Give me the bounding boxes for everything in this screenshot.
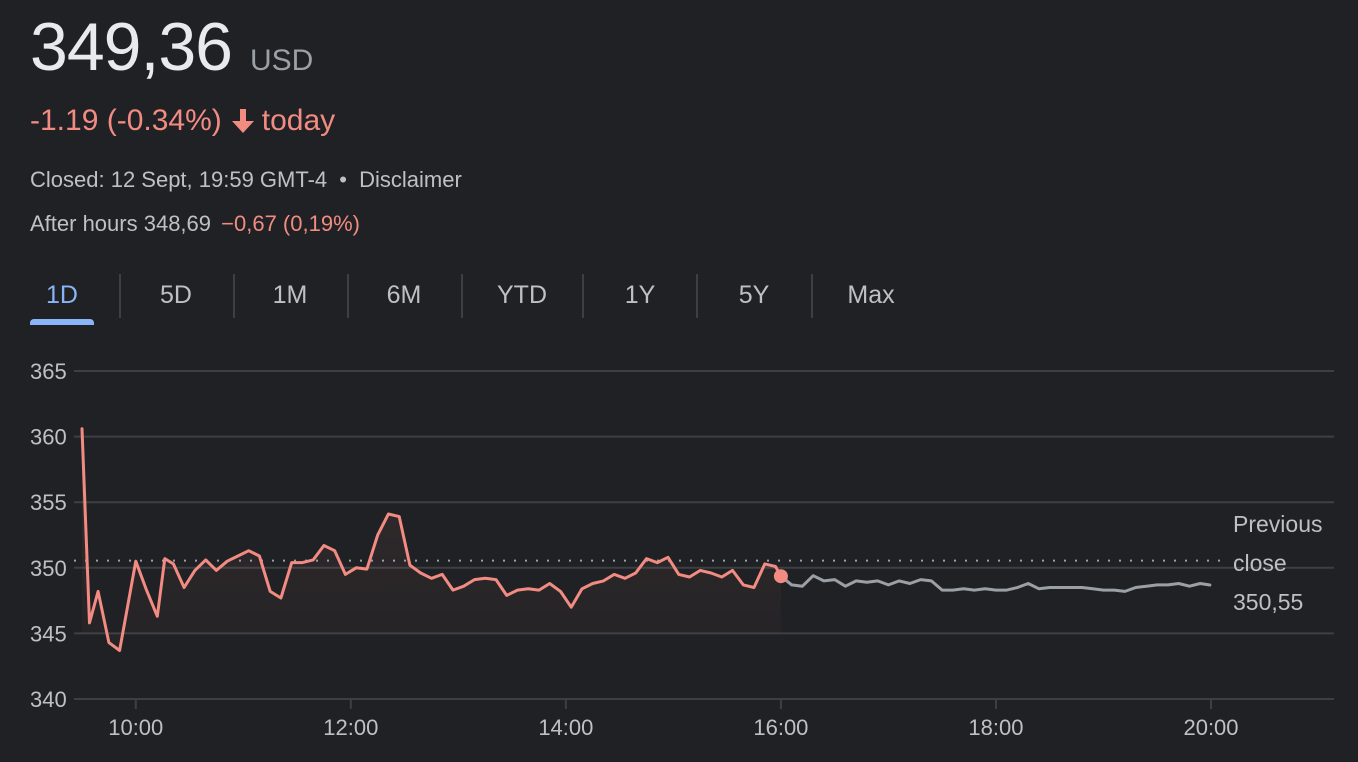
tab-divider bbox=[696, 274, 698, 318]
tab-1d[interactable]: 1D bbox=[46, 281, 78, 309]
x-tick-label: 14:00 bbox=[538, 715, 593, 740]
y-tick-label: 345 bbox=[30, 621, 67, 646]
current-price: 349,36 bbox=[30, 9, 233, 85]
after-hours-line bbox=[779, 574, 1212, 593]
previous-close-label: close bbox=[1233, 550, 1287, 576]
x-tick-label: 16:00 bbox=[753, 715, 808, 740]
market-close-marker bbox=[773, 569, 788, 584]
x-tick-label: 10:00 bbox=[108, 715, 163, 740]
active-tab-indicator bbox=[30, 319, 94, 325]
tab-divider bbox=[582, 274, 584, 318]
x-tick-label: 12:00 bbox=[323, 715, 378, 740]
tab-6m[interactable]: 6M bbox=[386, 281, 422, 309]
after-hours-row: After hours 348,69 −0,67 (0,19%) bbox=[30, 211, 360, 237]
tab-5d[interactable]: 5D bbox=[160, 281, 192, 309]
y-tick-label: 355 bbox=[30, 490, 67, 515]
tab-divider bbox=[461, 274, 463, 318]
tab-max[interactable]: Max bbox=[847, 281, 895, 309]
change-suffix: today bbox=[261, 104, 336, 137]
regular-session-line bbox=[80, 427, 783, 652]
tab-divider bbox=[119, 274, 121, 318]
currency-label: USD bbox=[249, 44, 314, 77]
disclaimer-link[interactable]: Disclaimer bbox=[359, 167, 462, 192]
tab-divider bbox=[233, 274, 235, 318]
y-tick-label: 365 bbox=[30, 359, 67, 384]
after-hours-label: After hours 348,69 bbox=[30, 211, 212, 236]
tab-5y[interactable]: 5Y bbox=[738, 281, 770, 309]
price-row: 349,36 USD bbox=[30, 8, 313, 86]
tab-ytd[interactable]: YTD bbox=[497, 281, 547, 309]
closed-text: Closed: 12 Sept, 19:59 GMT-4 bbox=[30, 167, 328, 192]
x-tick-label: 20:00 bbox=[1183, 715, 1238, 740]
market-status: Closed: 12 Sept, 19:59 GMT-4 • Disclaime… bbox=[30, 167, 462, 193]
previous-close-value: 350,55 bbox=[1233, 589, 1303, 615]
y-tick-label: 340 bbox=[30, 687, 67, 712]
price-chart: 365 360 355 350 345 340 10:00 12:00 14:00 16:00 18… bbox=[30, 359, 1334, 740]
separator-dot: • bbox=[339, 167, 347, 192]
arrow-down-icon bbox=[230, 106, 256, 136]
tab-divider bbox=[811, 274, 813, 318]
previous-close-label: Previous bbox=[1233, 511, 1322, 537]
y-tick-label: 350 bbox=[30, 556, 67, 581]
daily-change: -1.19 (-0.34%) today bbox=[30, 104, 335, 138]
x-tick-label: 18:00 bbox=[968, 715, 1023, 740]
change-value: -1.19 (-0.34%) bbox=[30, 104, 222, 137]
y-tick-label: 360 bbox=[30, 425, 67, 450]
after-hours-change: −0,67 (0,19%) bbox=[221, 211, 360, 236]
tab-divider bbox=[347, 274, 349, 318]
regular-session-area bbox=[82, 428, 781, 651]
tab-1y[interactable]: 1Y bbox=[624, 281, 656, 309]
tab-1m[interactable]: 1M bbox=[272, 281, 308, 309]
